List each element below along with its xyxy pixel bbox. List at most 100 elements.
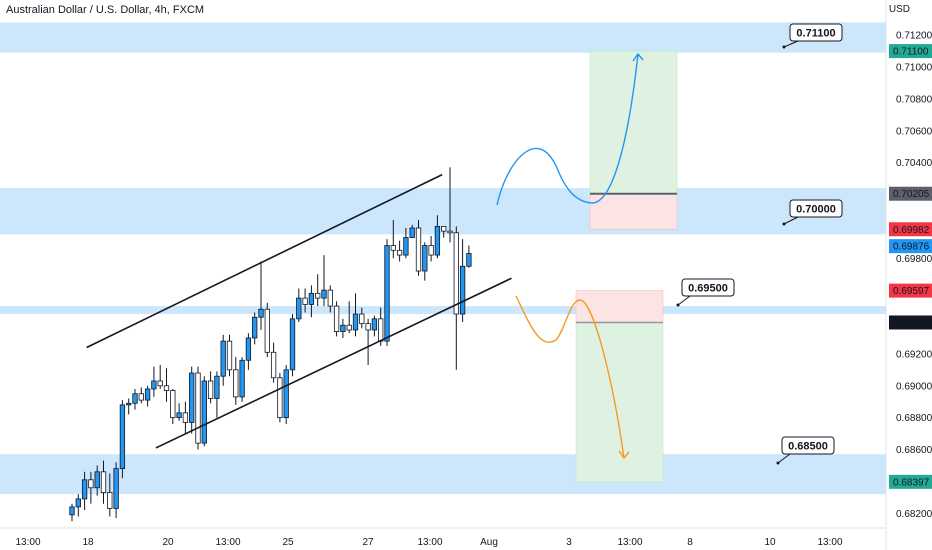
callout-pointer <box>777 453 791 464</box>
x-tick-label: 18 <box>82 537 94 548</box>
candle-body <box>252 316 258 339</box>
y-tick-label: 0.68200 <box>896 509 932 520</box>
price-badge <box>889 186 932 201</box>
candle-body <box>283 369 289 419</box>
candle-body <box>453 232 459 315</box>
candle-body <box>107 492 113 509</box>
candle-body <box>151 380 157 390</box>
candle-body <box>296 297 302 320</box>
callout-anchor <box>782 222 786 226</box>
candle-body <box>422 245 428 272</box>
candle-body <box>466 253 472 267</box>
price-badge-label: 0.69397 <box>893 318 930 329</box>
candle-body <box>182 412 189 423</box>
price-badge <box>889 222 932 237</box>
candle-body <box>88 479 94 489</box>
candle-body <box>352 313 359 331</box>
candle-body <box>428 245 434 256</box>
candle-body <box>441 225 447 232</box>
x-tick-label: 3 <box>566 537 572 548</box>
candle-body <box>207 380 214 399</box>
level-callout-box <box>681 278 735 297</box>
candle-body <box>75 498 81 508</box>
callout-anchor <box>676 303 680 307</box>
candle-body <box>415 227 422 272</box>
candle-body <box>340 324 346 332</box>
candle-body <box>277 377 283 419</box>
candle-body <box>226 340 233 371</box>
candle-body <box>233 369 239 398</box>
candle-body <box>396 249 403 256</box>
candle-body <box>447 230 453 234</box>
candle-body <box>189 372 195 423</box>
support-resistance-zone <box>0 454 886 495</box>
profit-zone <box>589 50 678 194</box>
chart-title: Australian Dollar / U.S. Dollar, 4h, FXC… <box>6 4 205 16</box>
y-tick-label: 0.70400 <box>896 158 932 169</box>
candle-body <box>113 468 119 509</box>
x-tick-label: 13:00 <box>417 537 442 548</box>
candle-body <box>94 471 100 489</box>
price-badge <box>889 44 932 59</box>
x-tick-label: 20 <box>162 537 174 548</box>
y-tick-label: 0.68600 <box>896 445 932 456</box>
candle-body <box>384 245 390 342</box>
channel-trendline <box>155 277 512 449</box>
x-tick-label: 13:00 <box>817 537 842 548</box>
x-tick-label: 13:00 <box>215 537 240 548</box>
candle-body <box>390 245 396 251</box>
profit-zone <box>575 322 664 483</box>
currency-label: USD <box>888 4 910 15</box>
stop-loss-zone <box>575 290 664 323</box>
price-badge-label: 0.69876 <box>893 242 930 253</box>
candle-body <box>403 237 409 256</box>
candle-body <box>245 337 252 361</box>
x-tick-label: Aug <box>480 537 498 548</box>
x-tick-label: 25 <box>282 537 294 548</box>
candle-body <box>459 265 466 315</box>
candle-body <box>327 289 333 307</box>
price-badge <box>889 239 932 254</box>
candle-body <box>359 313 365 325</box>
x-tick-label: 27 <box>362 537 374 548</box>
candle-body <box>144 388 151 401</box>
candle-body <box>365 323 371 331</box>
stop-loss-zone <box>589 193 678 230</box>
level-callout-label: 0.71100 <box>796 28 835 40</box>
support-resistance-zone <box>0 22 886 53</box>
y-tick-label: 0.69200 <box>896 349 932 360</box>
callout-anchor <box>776 461 780 465</box>
x-tick-label: 13:00 <box>617 537 642 548</box>
callout-pointer <box>783 40 799 48</box>
candle-body <box>220 340 226 377</box>
level-callout-box <box>789 199 843 218</box>
price-badge <box>889 315 932 330</box>
price-badge <box>889 474 932 489</box>
x-tick-label: 13:00 <box>15 537 40 548</box>
candle-body <box>302 297 308 305</box>
projection-arrow <box>496 53 639 206</box>
candle-body <box>289 318 296 371</box>
candle-body <box>132 393 138 404</box>
level-callout-label: 0.68500 <box>788 441 828 453</box>
price-badge-label: 0.69982 <box>893 225 930 236</box>
level-callout-label: 0.70000 <box>796 204 836 216</box>
candle-body <box>321 289 327 299</box>
y-tick-label: 0.69000 <box>896 381 932 392</box>
price-badge-label: 0.70205 <box>893 189 930 200</box>
candle-body <box>308 292 315 305</box>
x-tick-label: 8 <box>687 537 693 548</box>
projection-arrow <box>515 295 625 459</box>
price-badge-label: 0.68397 <box>893 477 930 488</box>
y-tick-label: 0.68800 <box>896 413 932 424</box>
candle-body <box>239 359 245 398</box>
candle-body <box>81 479 88 500</box>
channel-trendline <box>86 173 443 349</box>
price-badge <box>889 283 932 298</box>
candle-body <box>176 412 182 419</box>
y-tick-label: 0.70800 <box>896 94 932 105</box>
candle-body <box>69 506 75 516</box>
candle-body <box>119 404 126 470</box>
